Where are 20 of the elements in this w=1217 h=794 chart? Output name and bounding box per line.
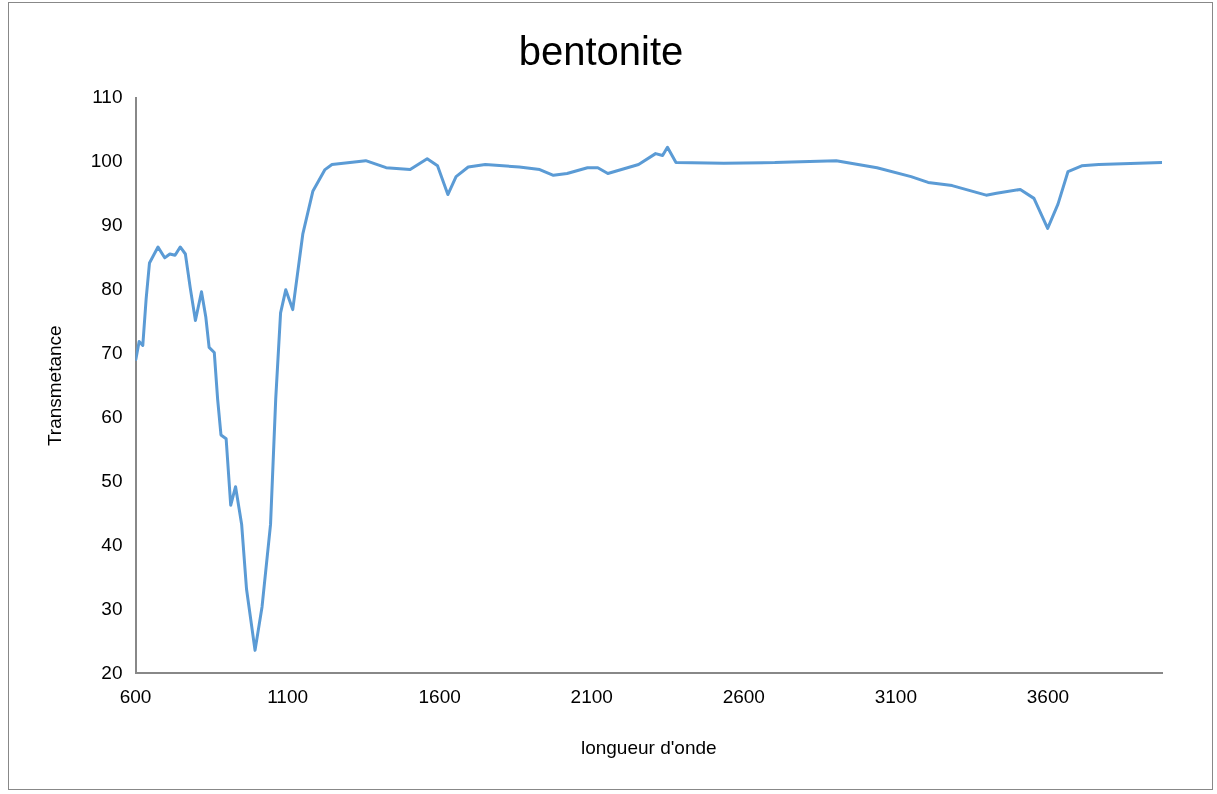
chart-title: bentonite xyxy=(518,29,684,74)
y-tick-label: 90 xyxy=(101,214,123,236)
y-axis-title: Transmetance xyxy=(43,325,65,447)
x-tick-label: 2100 xyxy=(570,686,613,708)
x-tick-label: 2600 xyxy=(722,686,765,708)
x-tick-label: 1100 xyxy=(267,686,308,708)
y-tick-label: 50 xyxy=(101,469,123,491)
x-tick-label: 3600 xyxy=(1026,686,1070,708)
y-tick-label: 100 xyxy=(90,150,123,172)
y-tick-label: 30 xyxy=(101,597,123,619)
y-tick-label: 40 xyxy=(101,533,123,555)
x-tick-label: 3100 xyxy=(874,686,918,708)
x-axis-title: longueur d'onde xyxy=(580,736,717,758)
y-tick-label: 80 xyxy=(101,278,123,300)
y-tick-label: 110 xyxy=(92,86,123,108)
y-tick-label: 70 xyxy=(101,341,123,363)
x-tick-label: 1600 xyxy=(418,686,461,708)
y-tick-label: 60 xyxy=(101,405,123,427)
x-tick-label: 600 xyxy=(119,686,152,708)
y-tick-label: 20 xyxy=(101,661,123,683)
